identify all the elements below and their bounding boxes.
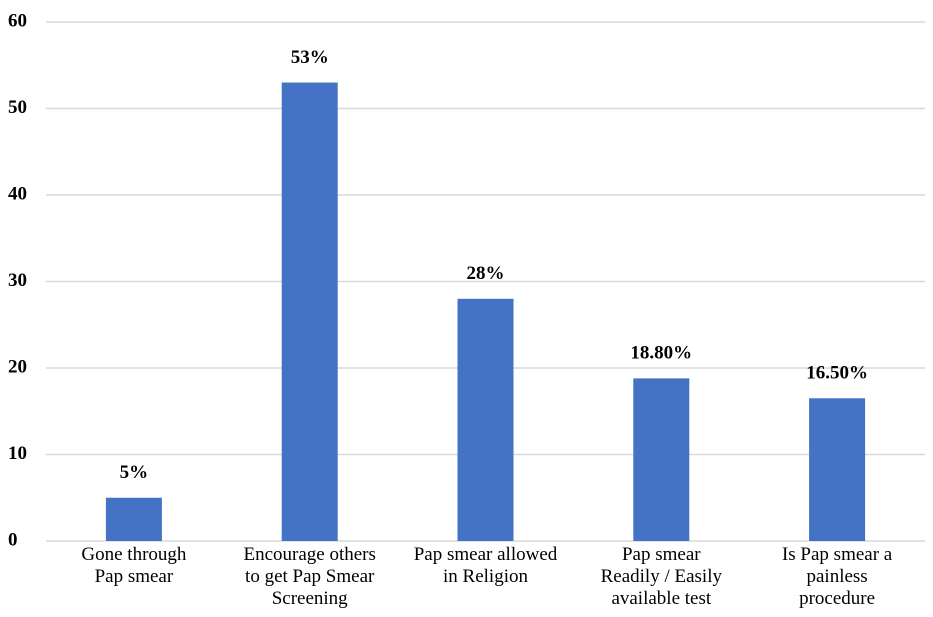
- x-tick-label: Gone through Pap smear: [81, 544, 187, 587]
- x-tick-label-line: procedure: [799, 588, 875, 609]
- x-tick-label-line: to get Pap Smear: [245, 566, 375, 587]
- bar: [457, 298, 514, 541]
- y-tick-label: 30: [8, 270, 27, 291]
- x-tick-label-line: in Religion: [443, 566, 528, 587]
- y-tick-label: 20: [8, 356, 27, 377]
- bar: [281, 82, 338, 542]
- x-tick-label-line: Pap smear: [95, 566, 174, 587]
- x-tick-label: Encourage others to get Pap Smear Screenin…: [243, 544, 375, 609]
- value-label: 5%: [120, 462, 149, 483]
- y-tick-label: 40: [8, 183, 27, 204]
- bar: [105, 497, 162, 541]
- x-tick-label-line: Pap smear: [622, 544, 701, 565]
- x-tick-label-line: Pap smear allowed: [414, 544, 558, 565]
- x-tick-label-line: painless: [806, 566, 867, 587]
- value-label: 16.50%: [806, 363, 868, 384]
- bar: [633, 378, 690, 541]
- y-tick-label: 10: [8, 443, 27, 464]
- y-tick-label: 60: [8, 10, 27, 31]
- x-tick-label: Pap smear Readily / Easily available test: [601, 544, 723, 609]
- value-label: 53%: [291, 47, 329, 68]
- value-label: 28%: [467, 263, 505, 284]
- bar: [809, 398, 866, 541]
- y-tick-label: 50: [8, 97, 27, 118]
- x-tick-label: Pap smear allowed in Religion: [414, 544, 558, 587]
- x-tick-label-line: Encourage others: [243, 544, 375, 565]
- x-tick-label-line: Is Pap smear a: [782, 544, 893, 565]
- x-tick-label-line: Gone through: [81, 544, 187, 565]
- y-tick-label: 0: [8, 529, 18, 550]
- x-tick-label-line: Screening: [272, 588, 348, 609]
- x-tick-label-line: available test: [611, 588, 711, 609]
- x-tick-label-line: Readily / Easily: [601, 566, 723, 587]
- value-label: 18.80%: [630, 343, 692, 364]
- x-tick-label: Is Pap smear a painless procedure: [782, 544, 893, 609]
